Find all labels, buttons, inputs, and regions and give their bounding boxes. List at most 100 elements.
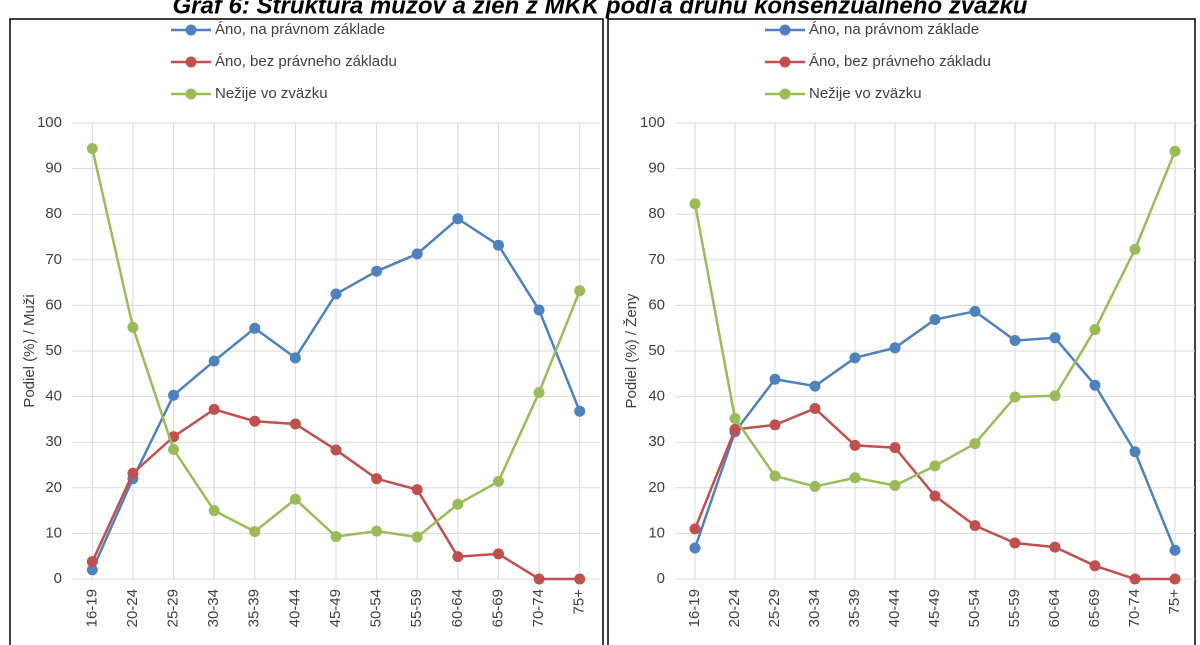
x-tick-label: 60-64: [1046, 589, 1063, 627]
y-tick-label: 0: [657, 570, 665, 587]
y-tick-label: 30: [45, 433, 62, 450]
data-point: [1009, 537, 1021, 549]
x-tick-label: 55-59: [408, 589, 425, 627]
panel-frame: [607, 18, 1196, 645]
data-point: [809, 402, 821, 414]
data-point: [533, 573, 545, 585]
x-tick-label: 65-69: [489, 589, 506, 627]
legend-marker: [185, 56, 197, 68]
x-tick-label: 30-34: [205, 589, 222, 627]
data-point: [168, 389, 180, 401]
data-point: [969, 305, 981, 317]
data-point: [1129, 573, 1141, 585]
data-point: [1049, 332, 1061, 344]
data-point: [127, 467, 139, 479]
data-point: [689, 198, 701, 210]
legend-label: Áno, bez právneho základu: [215, 53, 397, 70]
x-tick-label: 16-19: [686, 589, 703, 627]
data-point: [371, 265, 383, 277]
data-point: [574, 405, 586, 417]
x-tick-label: 40-44: [886, 589, 903, 627]
y-tick-label: 70: [648, 251, 665, 268]
data-point: [809, 380, 821, 392]
y-axis-label: Podiel (%) / Ženy: [623, 293, 640, 409]
data-point: [208, 505, 220, 517]
data-point: [533, 304, 545, 316]
data-point: [809, 480, 821, 492]
data-point: [208, 403, 220, 415]
y-tick-label: 20: [45, 479, 62, 496]
x-tick-label: 50-54: [368, 589, 385, 627]
data-point: [411, 248, 423, 260]
x-tick-label: 75+: [1166, 589, 1183, 615]
data-point: [1169, 145, 1181, 157]
x-tick-label: 25-29: [766, 589, 783, 627]
y-axis-label: Podiel (%) / Muži: [21, 294, 38, 407]
data-point: [533, 386, 545, 398]
data-point: [769, 470, 781, 482]
data-point: [411, 531, 423, 543]
data-point: [249, 322, 261, 334]
data-point: [729, 423, 741, 435]
x-tick-label: 16-19: [83, 589, 100, 627]
x-tick-label: 50-54: [966, 589, 983, 627]
y-tick-label: 60: [648, 296, 665, 313]
data-point: [492, 475, 504, 487]
x-tick-label: 70-74: [1126, 589, 1143, 627]
data-point: [127, 321, 139, 333]
data-point: [249, 415, 261, 427]
data-point: [969, 520, 981, 532]
y-tick-label: 40: [45, 388, 62, 405]
x-tick-label: 30-34: [806, 589, 823, 627]
data-point: [1089, 379, 1101, 391]
y-tick-label: 20: [648, 479, 665, 496]
x-tick-label: 45-49: [327, 589, 344, 627]
data-point: [1129, 446, 1141, 458]
page-title: Graf 6: Štruktúra mužov a žien z MKK pod…: [173, 0, 1028, 19]
data-point: [371, 473, 383, 485]
y-tick-label: 40: [648, 388, 665, 405]
legend-marker: [185, 88, 197, 100]
data-point: [168, 443, 180, 455]
y-tick-label: 100: [640, 114, 665, 131]
y-tick-label: 80: [648, 205, 665, 222]
x-tick-label: 45-49: [926, 589, 943, 627]
data-point: [1129, 243, 1141, 255]
data-point: [574, 573, 586, 585]
x-tick-label: 70-74: [530, 589, 547, 627]
data-point: [1049, 541, 1061, 553]
data-point: [969, 438, 981, 450]
data-point: [1009, 391, 1021, 403]
data-point: [849, 352, 861, 364]
y-tick-label: 10: [648, 524, 665, 541]
data-point: [689, 523, 701, 535]
x-tick-label: 20-24: [124, 589, 141, 627]
x-tick-label: 20-24: [726, 589, 743, 627]
data-point: [929, 490, 941, 502]
legend-label: Áno, bez právneho základu: [809, 53, 991, 70]
x-tick-label: 75+: [571, 589, 588, 615]
legend-label: Nežije vo zväzku: [809, 85, 922, 102]
data-point: [574, 285, 586, 297]
data-point: [371, 525, 383, 537]
data-point: [1169, 544, 1181, 556]
data-point: [492, 239, 504, 251]
data-point: [929, 314, 941, 326]
data-point: [769, 373, 781, 385]
data-point: [208, 355, 220, 367]
data-point: [249, 526, 261, 538]
data-point: [492, 548, 504, 560]
y-tick-label: 0: [54, 570, 62, 587]
legend-label: Nežije vo zväzku: [215, 85, 328, 102]
legend-marker: [779, 24, 791, 36]
data-point: [330, 288, 342, 300]
data-point: [1169, 573, 1181, 585]
legend-marker: [779, 56, 791, 68]
data-point: [86, 564, 98, 576]
data-point: [689, 542, 701, 554]
data-point: [289, 493, 301, 505]
x-tick-label: 65-69: [1086, 589, 1103, 627]
data-point: [889, 480, 901, 492]
data-point: [1009, 335, 1021, 347]
